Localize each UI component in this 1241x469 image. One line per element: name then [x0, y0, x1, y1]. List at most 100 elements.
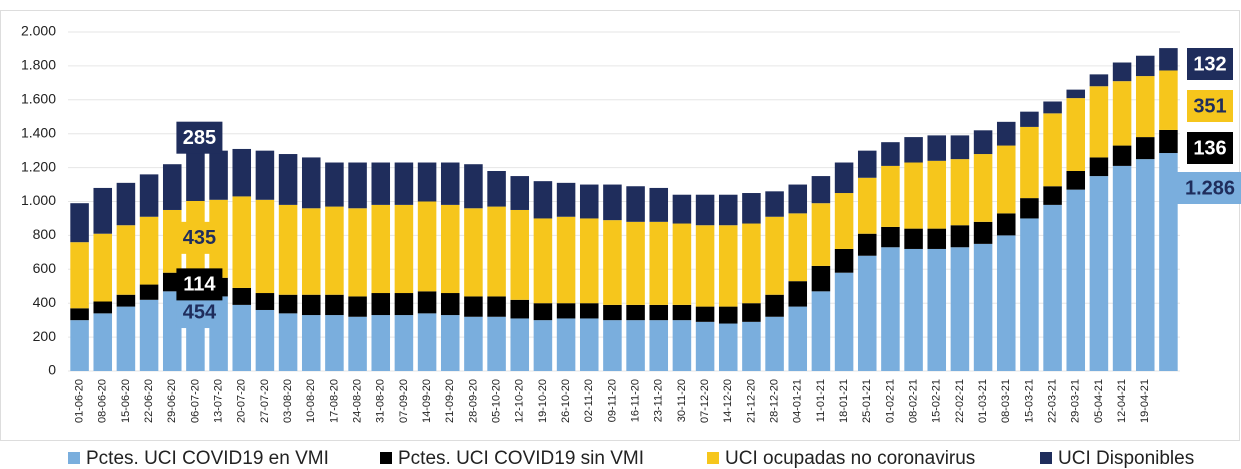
- x-tick-label: 23-11-20: [653, 379, 665, 422]
- bar-segment: [579, 318, 599, 371]
- bar-segment: [973, 243, 993, 371]
- bar-segment: [278, 154, 298, 205]
- bar-segment: [348, 296, 367, 317]
- bar-segment: [417, 162, 437, 202]
- bar-segment: [672, 320, 692, 371]
- x-tick-label: 29-06-20: [166, 379, 178, 423]
- bar-segment: [742, 321, 761, 371]
- bar-segment: [811, 176, 831, 204]
- bar-segment: [325, 294, 344, 316]
- bar-segment: [742, 223, 761, 304]
- bar-segment: [1066, 89, 1086, 99]
- bar-segment: [857, 177, 877, 234]
- bar-segment: [927, 160, 947, 229]
- x-tick-label: 27-07-20: [259, 379, 271, 423]
- bar-segment: [510, 176, 530, 210]
- bar-segment: [857, 233, 877, 256]
- bar-segment: [788, 306, 808, 371]
- bar-segment: [440, 162, 460, 205]
- bar-segment: [788, 281, 808, 307]
- bar-segment: [672, 194, 692, 224]
- bar-segment: [70, 203, 89, 243]
- x-tick-label: 07-12-20: [699, 379, 711, 423]
- bar-segment: [1043, 204, 1062, 371]
- y-tick-label: 1.200: [21, 158, 56, 174]
- y-tick-label: 200: [33, 328, 57, 344]
- bar-segment: [394, 293, 414, 316]
- value-label-box: [1187, 132, 1233, 164]
- bar-segment: [556, 318, 576, 371]
- bar-segment: [394, 162, 414, 205]
- x-tick-label: 22-02-21: [954, 379, 966, 423]
- x-tick-label: 15-06-20: [120, 379, 132, 423]
- bar-segment: [695, 321, 715, 371]
- bar-segment: [487, 296, 506, 317]
- value-label-box: [1175, 172, 1241, 204]
- bar-segment: [417, 201, 437, 292]
- bar-segment: [718, 306, 738, 324]
- x-tick-label: 01-03-21: [977, 379, 989, 423]
- x-tick-label: 28-09-20: [467, 379, 479, 423]
- bar-segment: [695, 194, 715, 226]
- x-tick-label: 26-10-20: [560, 379, 572, 423]
- bar-segment: [417, 313, 437, 371]
- y-tick-label: 1.000: [21, 192, 56, 208]
- legend-label: UCI ocupadas no coronavirus: [725, 448, 975, 469]
- bar-segment: [487, 316, 506, 371]
- bar-segment: [440, 204, 460, 294]
- bar-segment: [857, 150, 877, 178]
- bar-segment: [579, 184, 599, 219]
- y-tick-label: 2.000: [21, 23, 56, 39]
- bar-segment: [1159, 70, 1178, 130]
- value-label-box: [176, 121, 223, 154]
- bar-segment: [93, 187, 113, 234]
- bar-segment: [1135, 55, 1155, 77]
- legend-marker: [1040, 452, 1052, 464]
- value-label: 136: [1193, 137, 1226, 159]
- bar-segment: [1159, 153, 1178, 371]
- bar-segment: [695, 225, 715, 307]
- legend-marker: [380, 452, 392, 464]
- bar-segment: [232, 148, 252, 197]
- bar-segment: [232, 287, 252, 305]
- bar-segment: [1112, 62, 1132, 82]
- x-tick-label: 31-08-20: [375, 379, 387, 423]
- bar-segment: [626, 221, 645, 305]
- bar-segment: [996, 235, 1016, 371]
- bar-segment: [950, 135, 970, 160]
- bar-segment: [996, 121, 1016, 146]
- x-tick-label: 22-06-20: [143, 379, 155, 423]
- bar-segment: [440, 315, 460, 371]
- x-tick-label: 28-12-20: [768, 379, 780, 423]
- bar-segment: [116, 182, 136, 226]
- x-tick-label: 13-07-20: [212, 379, 224, 423]
- bar-segment: [579, 218, 599, 304]
- x-tick-label: 20-07-20: [236, 379, 248, 423]
- bar-segment: [603, 304, 622, 321]
- x-tick-label: 07-09-20: [398, 379, 410, 423]
- bar-segment: [348, 162, 367, 209]
- bar-segment: [1043, 101, 1062, 114]
- x-tick-label: 30-11-20: [676, 379, 688, 422]
- bar-segment: [1066, 189, 1086, 371]
- x-tick-label: 01-06-20: [73, 379, 85, 423]
- bar-segment: [487, 170, 506, 207]
- bar-segment: [834, 272, 854, 371]
- bar-segment: [325, 162, 344, 207]
- bar-segment: [950, 225, 970, 248]
- y-tick-label: 400: [33, 294, 57, 310]
- bar-segment: [765, 216, 784, 295]
- x-tick-label: 21-09-20: [444, 379, 456, 423]
- bar-segment: [695, 306, 715, 322]
- bar-segment: [1159, 129, 1178, 154]
- x-tick-label: 12-04-21: [1116, 379, 1128, 423]
- bar-segment: [533, 181, 553, 219]
- bar-segment: [881, 247, 900, 371]
- bar-segment: [278, 313, 298, 371]
- bar-segment: [927, 135, 947, 161]
- bar-segment: [1112, 165, 1132, 371]
- bar-segment: [834, 193, 854, 249]
- bar-segment: [464, 296, 483, 317]
- bar-segment: [556, 182, 576, 217]
- bar-segment: [603, 320, 622, 371]
